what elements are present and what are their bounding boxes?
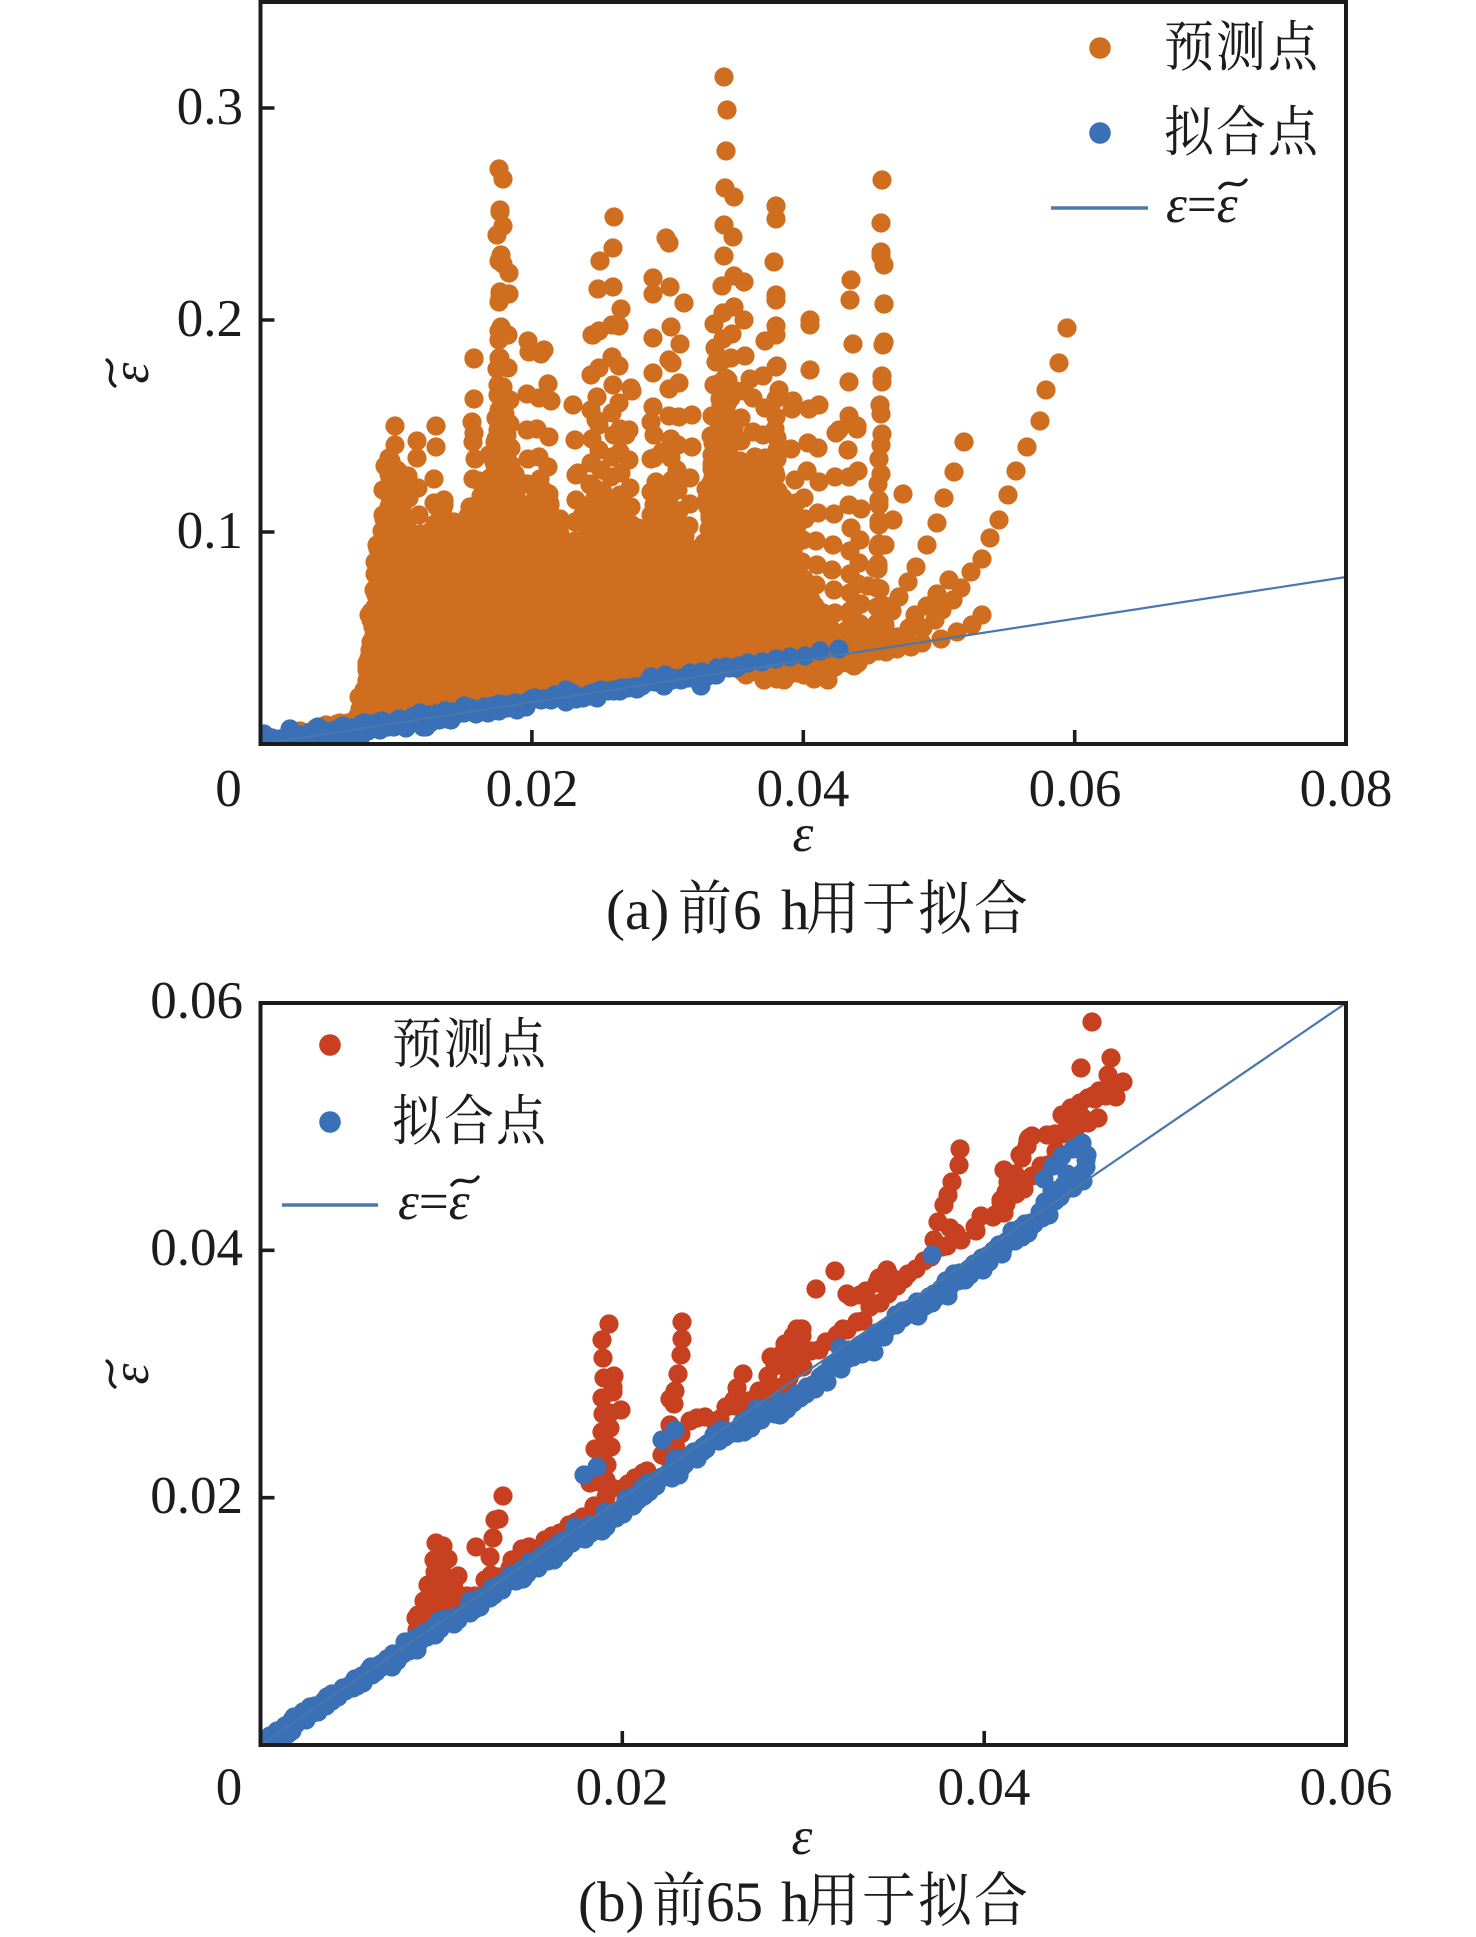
svg-text:ε=ε: ε=ε [398, 1173, 470, 1231]
svg-text:65: 65 [706, 1871, 763, 1934]
svg-text:0.06: 0.06 [1029, 760, 1122, 818]
svg-text:0: 0 [216, 1759, 243, 1817]
svg-text:ε: ε [793, 805, 814, 863]
svg-text:0.06: 0.06 [1300, 1759, 1393, 1817]
svg-text:6: 6 [733, 879, 762, 942]
svg-text:0.08: 0.08 [1300, 760, 1393, 818]
svg-text:0.2: 0.2 [177, 290, 243, 348]
svg-text:0.04: 0.04 [150, 1219, 243, 1277]
svg-text:0.02: 0.02 [576, 1759, 669, 1817]
svg-text:h: h [781, 879, 810, 942]
svg-text:0.04: 0.04 [757, 760, 850, 818]
svg-text:ε: ε [102, 1363, 160, 1384]
svg-text:(a): (a) [606, 879, 669, 942]
svg-text:0.02: 0.02 [486, 760, 579, 818]
svg-text:0.02: 0.02 [150, 1467, 243, 1525]
svg-text:0.06: 0.06 [150, 972, 243, 1030]
svg-text:ε: ε [792, 1808, 813, 1866]
svg-text:0.04: 0.04 [938, 1759, 1031, 1817]
svg-text:0.1: 0.1 [177, 502, 243, 560]
svg-text:0.3: 0.3 [177, 78, 243, 136]
svg-text:h: h [781, 1871, 810, 1934]
svg-text:ε: ε [102, 362, 160, 383]
svg-text:ε=ε: ε=ε [1166, 176, 1238, 234]
svg-text:0: 0 [215, 760, 242, 818]
svg-text:(b): (b) [578, 1871, 644, 1934]
